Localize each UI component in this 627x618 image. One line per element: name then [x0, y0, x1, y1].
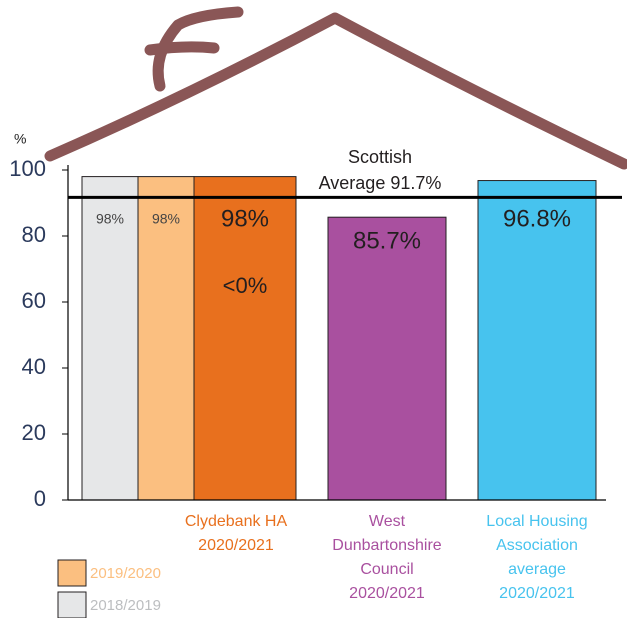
- legend-swatch: [57, 559, 87, 587]
- y-unit: %: [14, 131, 26, 147]
- bar: [477, 180, 597, 501]
- value-label: 98%: [96, 211, 124, 227]
- bar: [193, 176, 297, 501]
- y-tick-label: 0: [34, 486, 46, 511]
- x-category-label: West: [369, 513, 406, 530]
- x-category-label: Dunbartonshire: [332, 537, 442, 554]
- legend-swatch: [57, 591, 87, 618]
- x-category-label: Clydebank HA: [185, 513, 288, 530]
- y-tick-label: 100: [9, 156, 46, 181]
- value-label: 96.8%: [503, 205, 571, 232]
- x-category-label: 2020/2021: [349, 585, 425, 602]
- x-category-label: average: [508, 561, 566, 578]
- value-label: 98%: [152, 211, 180, 227]
- roof: [44, 6, 627, 170]
- legend-label: 2018/2019: [90, 597, 161, 614]
- x-category-label: 2020/2021: [198, 537, 274, 554]
- annotation: <0%: [223, 273, 268, 298]
- legend-label: 2019/2020: [90, 565, 161, 582]
- value-label: 85.7%: [353, 228, 421, 255]
- x-category-label: 2020/2021: [499, 585, 575, 602]
- reference-label: Scottish: [348, 147, 412, 167]
- x-category-label: Local Housing: [486, 513, 587, 530]
- bar: [327, 216, 447, 501]
- y-tick-label: 20: [22, 420, 46, 445]
- y-tick-label: 40: [22, 354, 46, 379]
- y-tick-label: 80: [22, 222, 46, 247]
- x-category-label: Association: [496, 537, 578, 554]
- value-label: 98%: [221, 205, 269, 232]
- x-category-label: Council: [360, 561, 413, 578]
- y-tick-label: 60: [22, 288, 46, 313]
- reference-label: Average 91.7%: [319, 173, 442, 193]
